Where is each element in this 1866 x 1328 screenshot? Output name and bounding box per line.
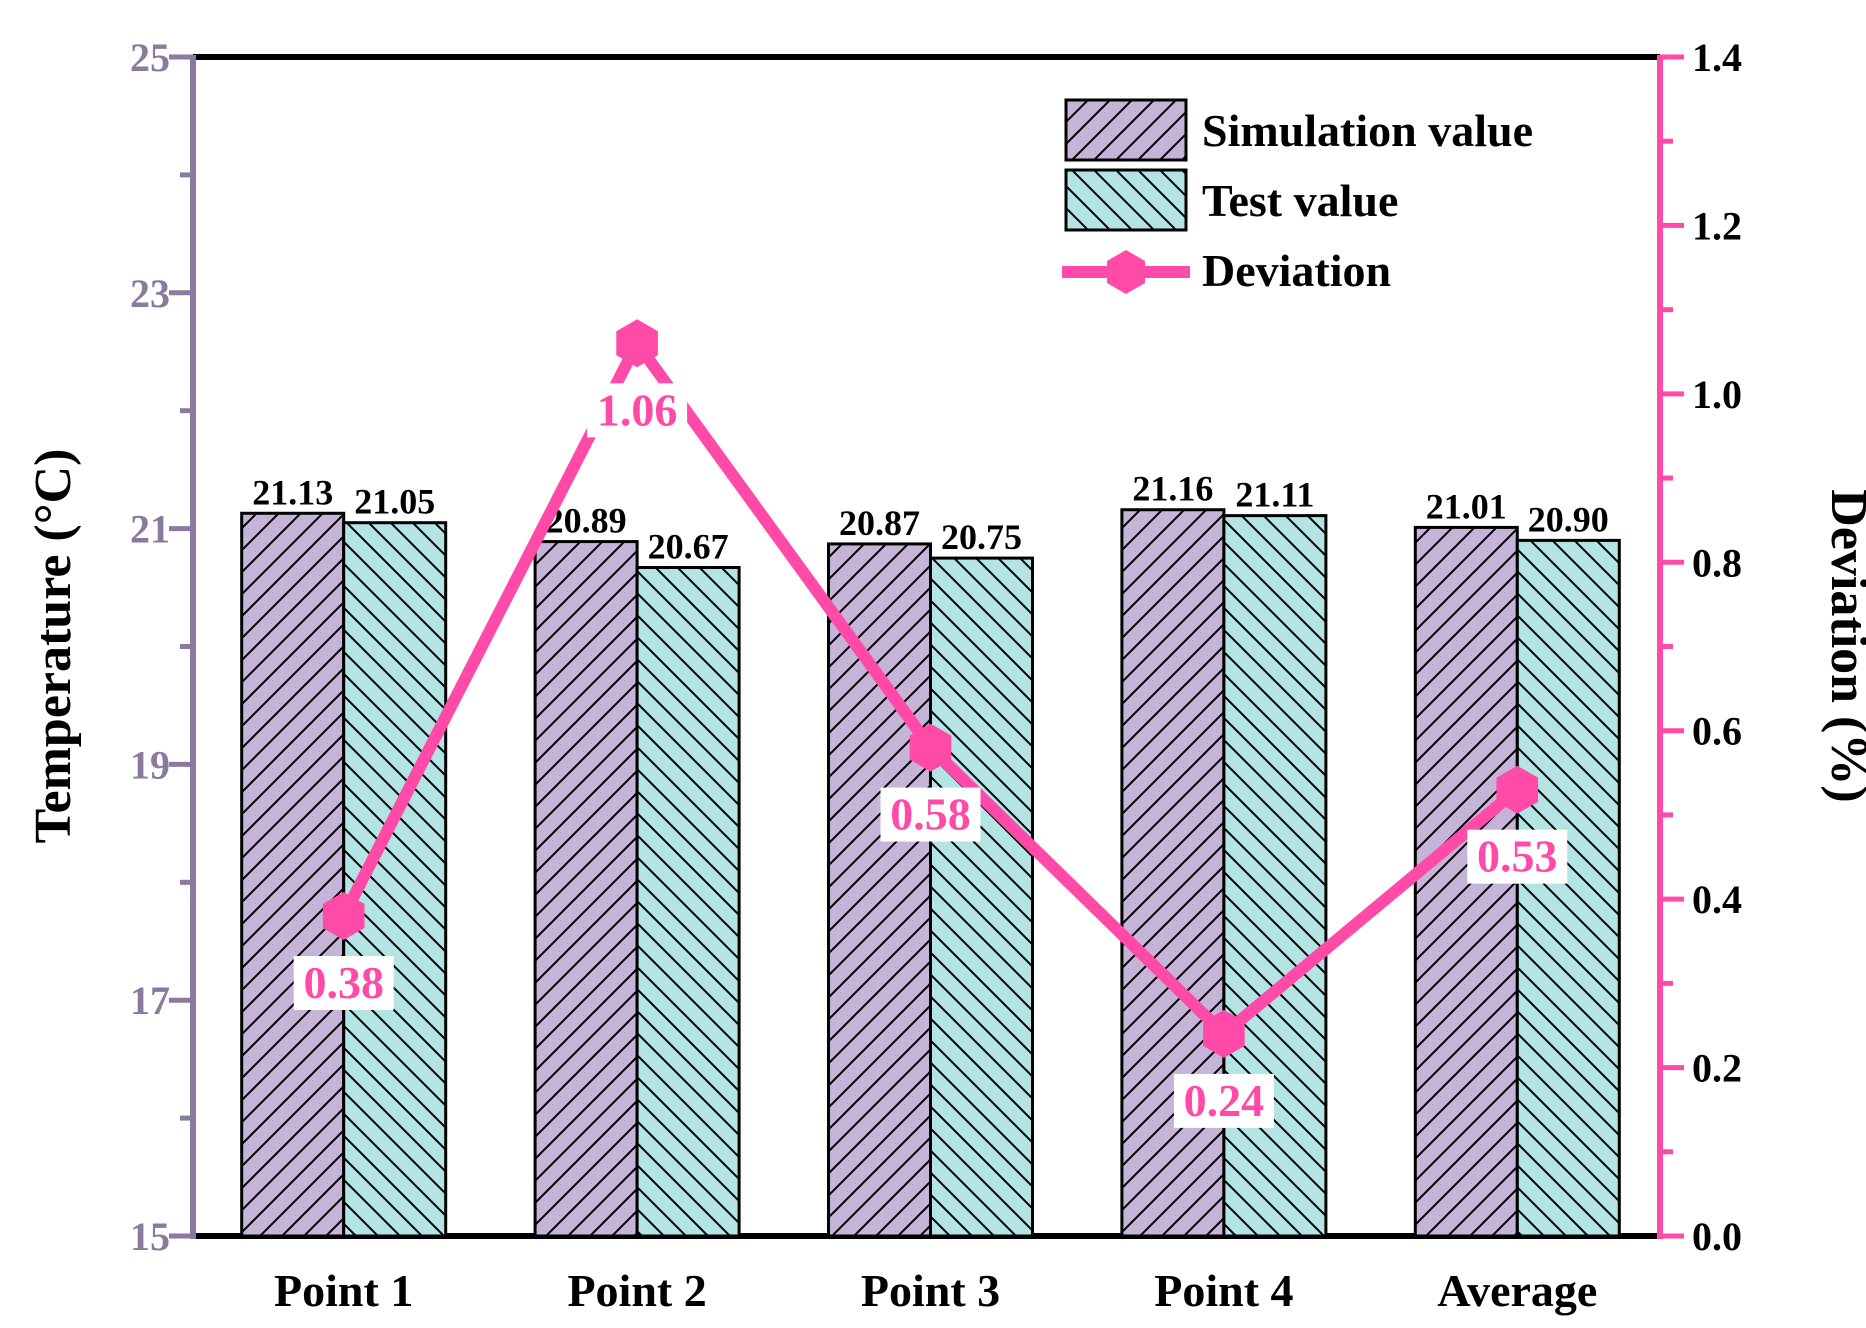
y-tick-label: 23 bbox=[130, 271, 170, 316]
legend: Simulation value Test value Deviation bbox=[1062, 98, 1533, 296]
y2-tick-label: 0.2 bbox=[1692, 1046, 1742, 1091]
y2-tick-label: 0.4 bbox=[1692, 877, 1742, 922]
bar-label-simulation: 21.16 bbox=[1132, 469, 1213, 509]
y2-tick-label: 1.4 bbox=[1692, 35, 1742, 80]
deviation-label: 0.58 bbox=[890, 789, 971, 840]
x-axis-labels: Point 1 Point 2 Point 3 Point 4 Average bbox=[274, 1265, 1597, 1316]
y-tick-label: 19 bbox=[130, 742, 170, 787]
y-tick-label: 17 bbox=[130, 978, 170, 1023]
y-tick-label: 21 bbox=[130, 507, 170, 552]
deviation-marker bbox=[909, 723, 952, 772]
x-tick-label: Point 1 bbox=[274, 1265, 413, 1316]
y2-tick-label: 0.0 bbox=[1692, 1214, 1742, 1259]
bar-test bbox=[635, 566, 741, 1238]
right-y-axis: 0.0 0.2 0.4 0.6 0.8 1.0 1.2 1.4 bbox=[1660, 35, 1742, 1259]
legend-swatch-simulation bbox=[1064, 98, 1188, 162]
deviation-label: 0.53 bbox=[1477, 831, 1558, 882]
deviation-label: 0.24 bbox=[1184, 1075, 1265, 1126]
bar-label-test: 21.05 bbox=[354, 482, 435, 522]
y-tick-label: 15 bbox=[130, 1214, 170, 1259]
bar-test bbox=[929, 556, 1034, 1238]
bar-label-test: 20.75 bbox=[941, 517, 1022, 557]
y2-tick-label: 0.6 bbox=[1692, 709, 1742, 754]
bar-label-simulation: 20.87 bbox=[839, 503, 920, 543]
bar-label-test: 21.11 bbox=[1235, 475, 1314, 515]
bar-label-test: 20.67 bbox=[648, 527, 729, 567]
deviation-label-bg bbox=[293, 955, 394, 1010]
bar-label-simulation: 21.01 bbox=[1426, 486, 1507, 526]
deviation-label-bg bbox=[1173, 1073, 1274, 1128]
bar-simulation bbox=[240, 511, 346, 1238]
y2-tick-label: 1.0 bbox=[1692, 372, 1742, 417]
y2-axis-title: Deviation (%) bbox=[1820, 489, 1866, 802]
y-tick-label: 25 bbox=[130, 35, 170, 80]
bar-label-simulation: 21.13 bbox=[252, 472, 333, 512]
y-axis-title: Temperature (°C) bbox=[25, 449, 82, 844]
legend-marker-deviation bbox=[1107, 250, 1145, 294]
deviation-label: 1.06 bbox=[597, 384, 678, 435]
legend-label-test: Test value bbox=[1202, 175, 1398, 226]
deviation-marker bbox=[1496, 765, 1539, 814]
legend-label-deviation: Deviation bbox=[1202, 245, 1391, 296]
x-tick-label: Point 2 bbox=[567, 1265, 706, 1316]
y2-tick-label: 0.8 bbox=[1692, 540, 1742, 585]
left-y-axis: 15 17 19 21 23 25 bbox=[130, 35, 193, 1259]
deviation-marker bbox=[322, 892, 365, 940]
deviation-marker bbox=[616, 319, 658, 368]
deviation-series: 0.38 1.06 0.58 0.24 0.53 bbox=[293, 319, 1568, 1128]
bars bbox=[240, 508, 1621, 1238]
bar-test bbox=[1515, 538, 1621, 1238]
x-tick-label: Point 4 bbox=[1154, 1265, 1293, 1316]
deviation-label-bg bbox=[1467, 829, 1568, 884]
deviation-label-bg bbox=[880, 787, 981, 842]
bar-test bbox=[1222, 514, 1328, 1238]
deviation-label-bg bbox=[587, 383, 688, 438]
bar-label-test: 20.90 bbox=[1528, 499, 1609, 539]
legend-swatch-test bbox=[1064, 168, 1188, 232]
y2-tick-label: 1.2 bbox=[1692, 203, 1742, 248]
x-tick-label: Average bbox=[1437, 1265, 1597, 1316]
x-tick-label: Point 3 bbox=[861, 1265, 1000, 1316]
bar-simulation bbox=[827, 542, 932, 1238]
legend-label-simulation: Simulation value bbox=[1202, 105, 1533, 156]
deviation-marker bbox=[1203, 1009, 1245, 1058]
bar-simulation bbox=[533, 540, 639, 1238]
deviation-label: 0.38 bbox=[303, 957, 384, 1008]
